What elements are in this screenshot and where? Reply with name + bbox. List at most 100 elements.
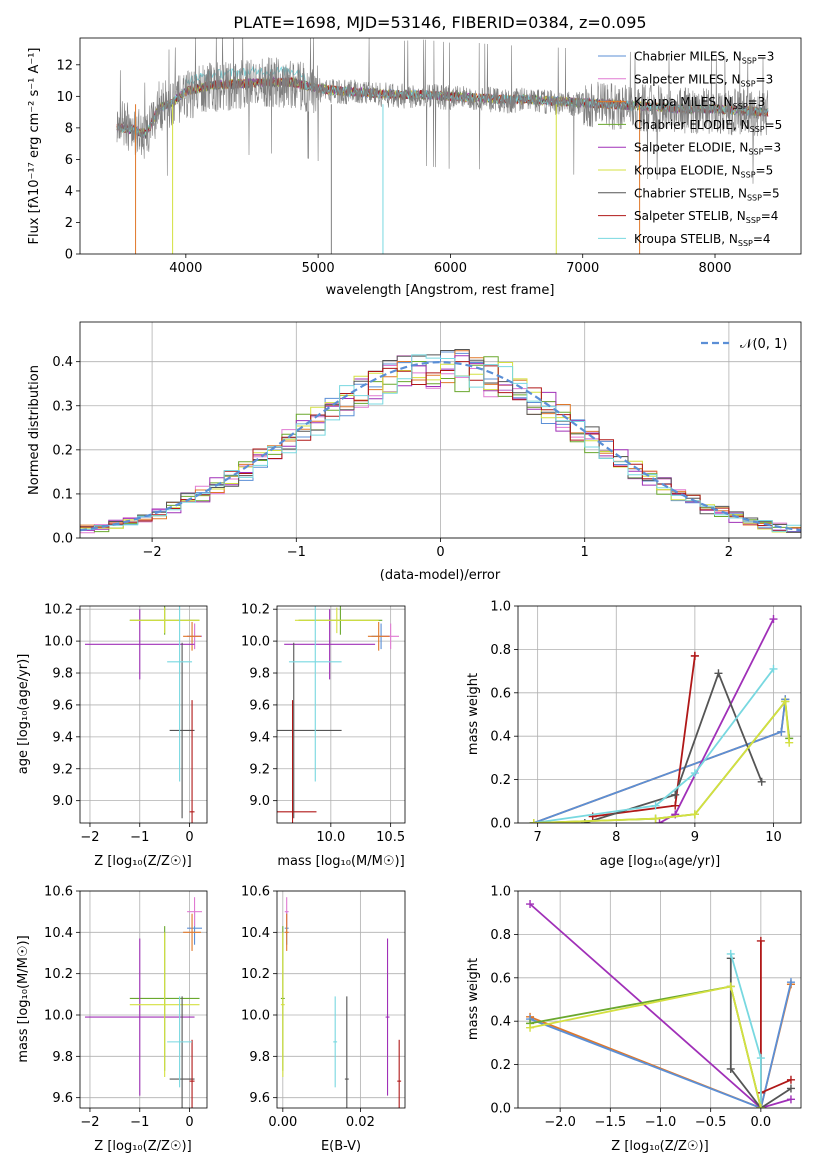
x-tick-label: −0.5	[695, 1115, 727, 1130]
age-weight-y-label: mass weight	[466, 673, 481, 755]
Z-mass-y-label: mass [log₁₀(M/M☉)]	[16, 935, 31, 1062]
weight-marker	[651, 814, 660, 823]
weight-marker	[757, 777, 766, 786]
weight-marker	[756, 1104, 765, 1108]
y-tick-label: 9.6	[249, 1091, 270, 1106]
x-tick-label: 2	[725, 545, 733, 560]
plot-area	[277, 606, 400, 823]
y-tick-label: 9.2	[249, 762, 270, 777]
y-tick-label: 9.4	[52, 730, 73, 745]
Z-weight-y-label: mass weight	[466, 958, 481, 1040]
y-tick-label: 9.8	[52, 1050, 73, 1065]
weight-marker	[671, 790, 680, 799]
y-tick-label: 10.4	[44, 926, 73, 941]
weight-marker	[756, 936, 765, 945]
weight-line	[529, 981, 792, 1108]
y-tick-label: 9.8	[249, 667, 270, 682]
plot-area	[84, 606, 203, 823]
y-tick-label: 10.4	[241, 926, 270, 941]
normal-legend-label: 𝒩(0, 1)	[740, 337, 787, 352]
spectrum-y-label: Flux [fλ10⁻¹⁷ erg cm⁻² s⁻¹ A⁻¹]	[27, 48, 42, 245]
y-tick-label: 2	[65, 216, 73, 231]
weight-marker	[786, 1084, 795, 1093]
y-tick-label: 1.0	[490, 885, 511, 900]
weight-marker	[786, 1095, 795, 1104]
x-tick-label: 10.5	[376, 830, 405, 845]
mass-vs-age-panel: 10.0 10.5 9.0 9.2 9.4 9.6 9.8 10.0 10.2	[241, 603, 406, 845]
x-tick-label: −2.0	[544, 1115, 576, 1130]
y-tick-label: 0.2	[490, 773, 511, 788]
weight-line	[533, 699, 791, 823]
legend-entry: Chabrier ELODIE, NSSP=5	[634, 118, 782, 134]
legend-entry: Kroupa STELIB, NSSP=4	[634, 232, 771, 248]
x-tick-label: −1	[287, 545, 306, 560]
y-tick-label: 1.0	[490, 600, 511, 615]
x-tick-label: 0	[185, 830, 193, 845]
weight-marker	[777, 727, 786, 736]
y-tick-label: 8	[65, 121, 73, 136]
legend-entry: Kroupa ELODIE, NSSP=5	[634, 164, 773, 180]
x-tick-label: 5000	[302, 261, 335, 276]
y-tick-label: 9.8	[249, 1050, 270, 1065]
weight-marker	[526, 900, 535, 909]
legend-entry: Salpeter ELODIE, NSSP=3	[634, 141, 781, 157]
weight-marker	[756, 1054, 765, 1063]
weight-marker	[714, 669, 723, 678]
x-tick-label: 7000	[566, 261, 599, 276]
y-tick-label: 0.0	[52, 532, 73, 547]
plot-area	[526, 900, 795, 1108]
y-tick-label: 10.2	[241, 967, 270, 982]
legend-entry: Chabrier MILES, NSSP=3	[634, 50, 774, 66]
weight-marker	[786, 978, 795, 987]
legend-entry: Kroupa MILES, NSSP=3	[634, 95, 765, 111]
x-tick-label: 10	[765, 830, 782, 845]
y-tick-label: 0.4	[490, 730, 511, 745]
y-tick-label: 9.6	[52, 1091, 73, 1106]
x-tick-label: −1.0	[645, 1115, 677, 1130]
weight-marker	[769, 664, 778, 673]
y-tick-label: 0.8	[490, 643, 511, 658]
y-tick-label: 0	[65, 248, 73, 263]
x-tick-label: −1.5	[595, 1115, 627, 1130]
weight-marker	[785, 738, 794, 747]
x-tick-label: −2	[80, 1115, 99, 1130]
x-tick-label: 6000	[434, 261, 467, 276]
residual-histogram-panel: −2 −1 0 1 2 0.0 0.1 0.2 0.3 0.4	[52, 321, 802, 560]
ebv-mass-x-label: E(B-V)	[321, 1139, 361, 1154]
y-tick-label: 10	[56, 90, 73, 105]
x-tick-label: −2	[143, 545, 162, 560]
plot-area	[116, 38, 769, 254]
weight-marker	[690, 651, 699, 660]
age-weight-x-label: age [log₁₀(age/yr)]	[600, 854, 721, 869]
plot-area	[529, 615, 794, 823]
weight-marker	[726, 949, 735, 958]
y-tick-label: 0.8	[490, 928, 511, 943]
x-tick-label: 10.0	[316, 830, 345, 845]
axes-frame	[79, 37, 802, 255]
y-tick-label: 0.0	[490, 817, 511, 832]
y-tick-label: 9.0	[52, 794, 73, 809]
y-tick-label: 9.4	[249, 730, 270, 745]
weight-marker	[671, 801, 680, 810]
weight-marker	[529, 819, 538, 823]
y-tick-label: 0.6	[490, 971, 511, 986]
y-tick-label: 0.6	[490, 686, 511, 701]
y-tick-label: 0.4	[52, 355, 73, 370]
weight-marker	[690, 769, 699, 778]
x-tick-label: 1	[581, 545, 589, 560]
spectrum-x-label: wavelength [Angstrom, rest frame]	[326, 283, 555, 298]
residual-x-label: (data-model)/error	[380, 568, 501, 583]
plot-area	[80, 349, 801, 534]
axes-frame	[517, 890, 802, 1109]
weight-marker	[690, 810, 699, 819]
y-tick-label: 10.6	[241, 885, 270, 900]
axes-frame	[276, 890, 406, 1109]
y-tick-label: 10.0	[44, 1009, 73, 1024]
legend-entry: Salpeter MILES, NSSP=3	[634, 72, 773, 88]
weight-marker	[726, 1064, 735, 1073]
x-tick-label: 9	[691, 830, 699, 845]
Z-age-y-label: age [log₁₀(age/yr)]	[16, 654, 31, 775]
x-tick-label: 0	[185, 1115, 193, 1130]
weight-line	[533, 699, 791, 823]
